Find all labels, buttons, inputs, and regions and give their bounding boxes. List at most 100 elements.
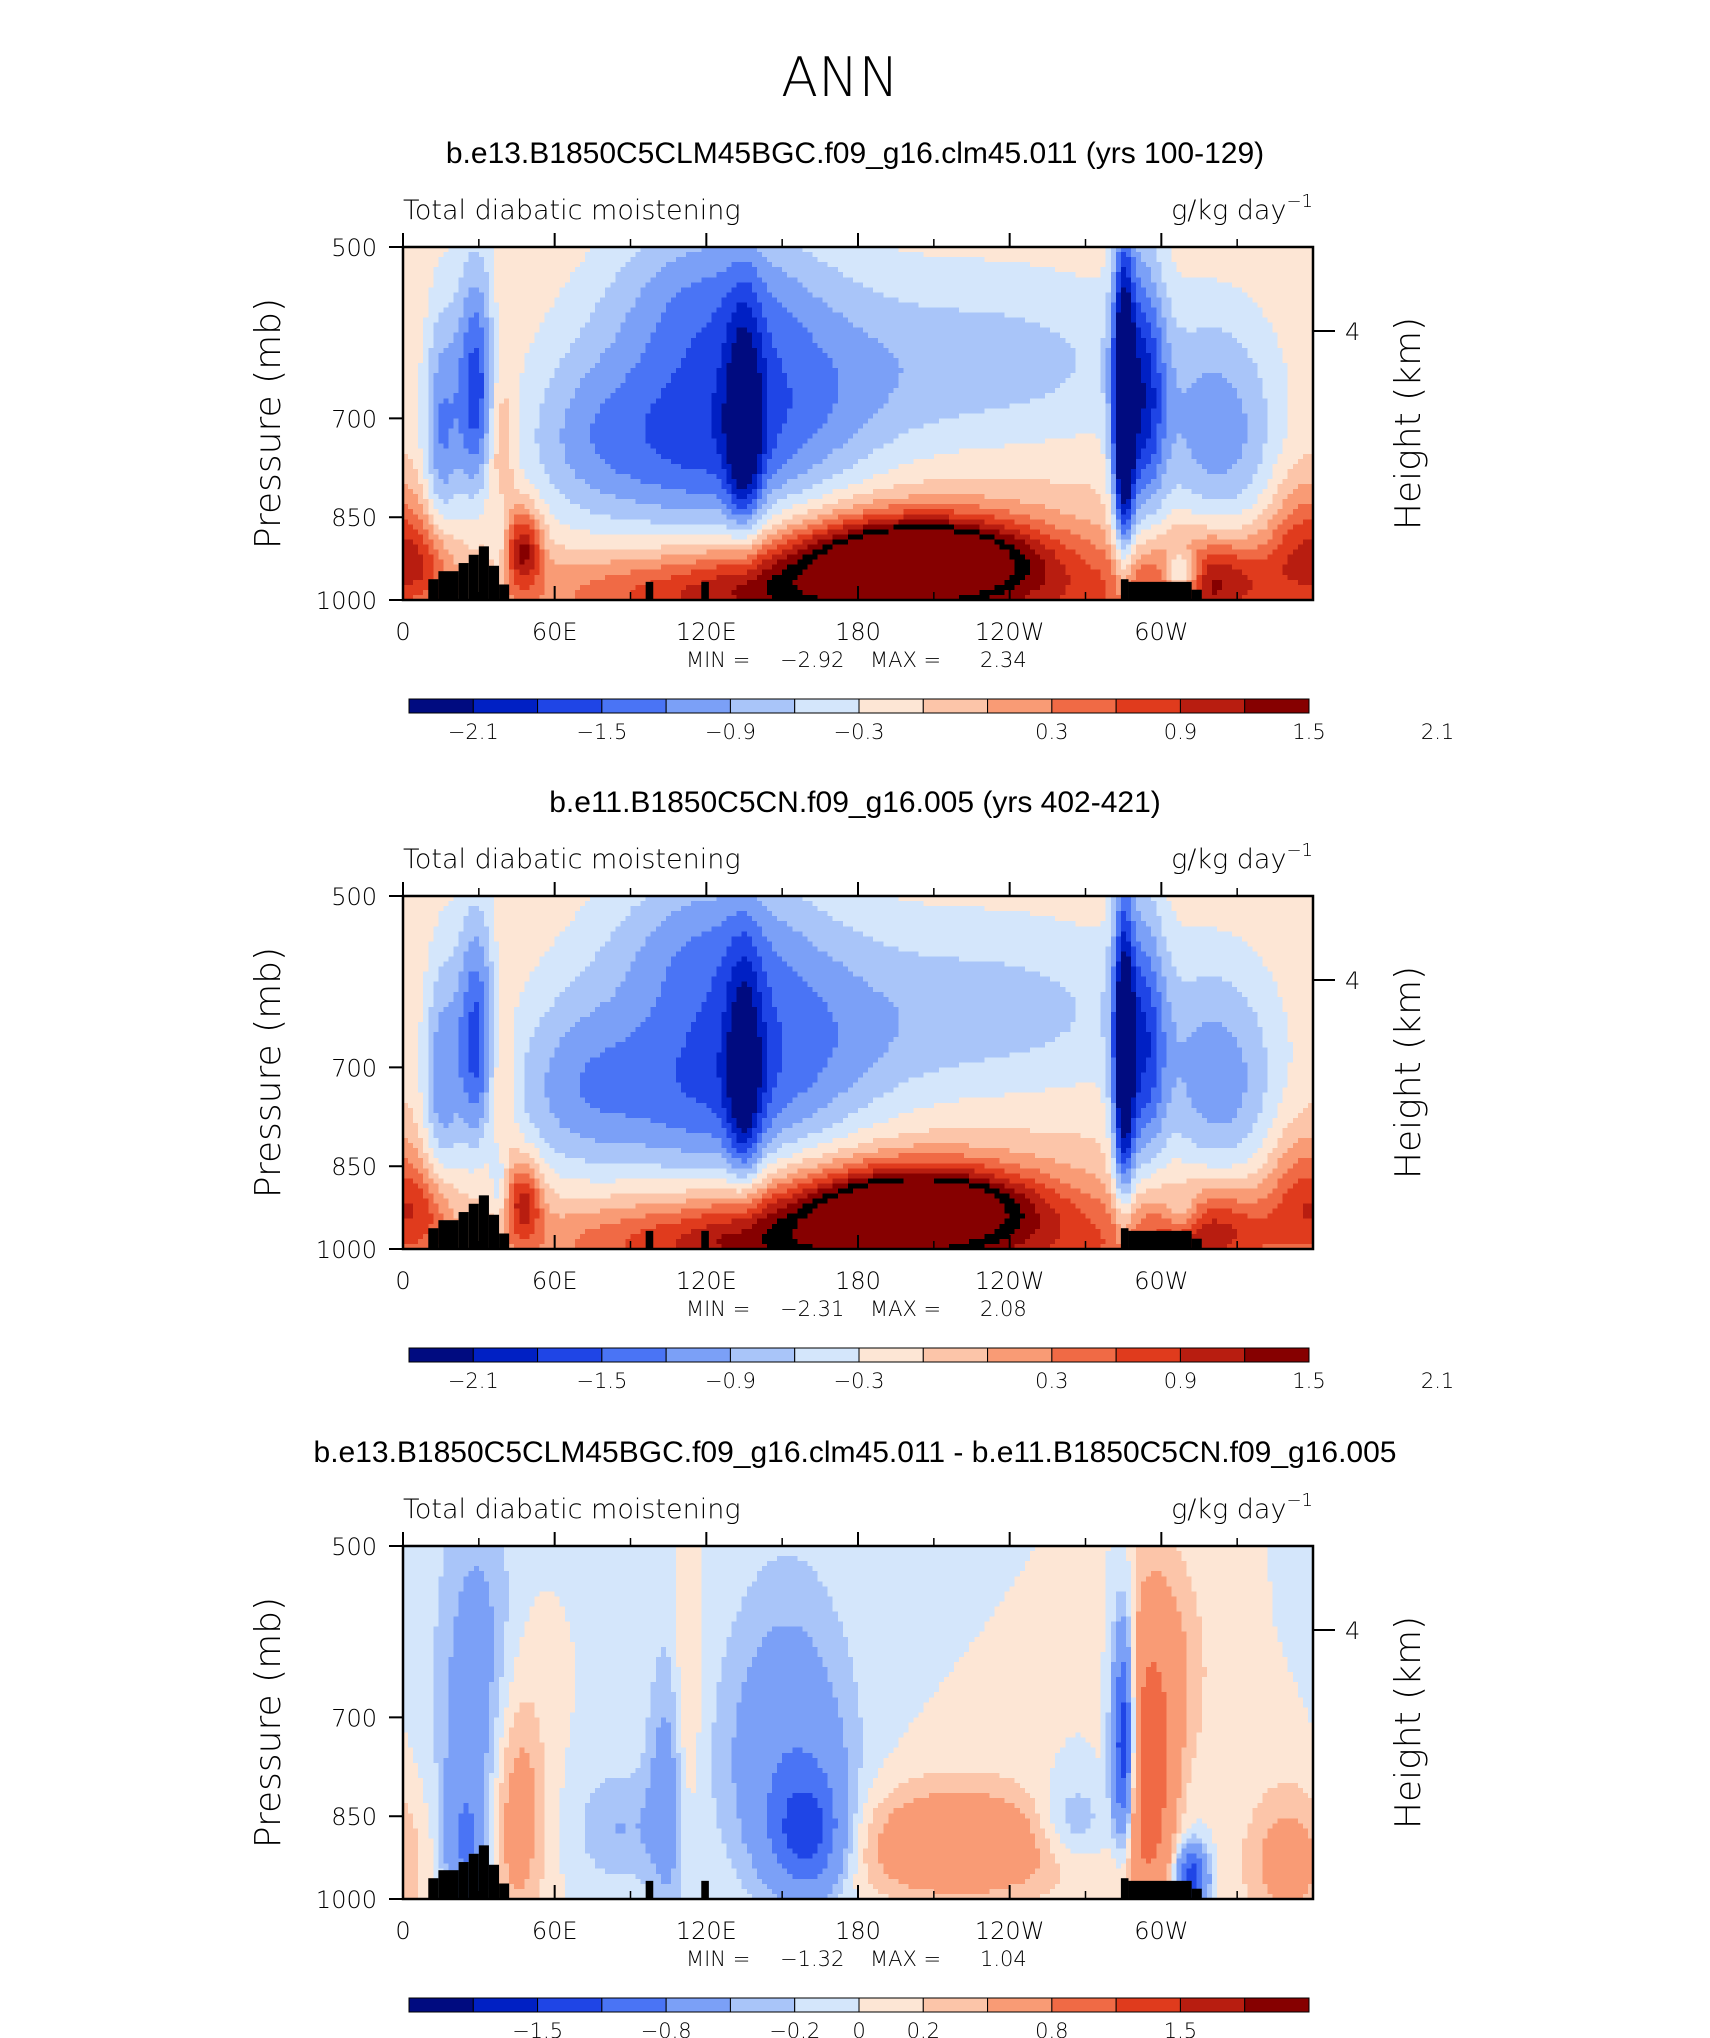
contour-cell xyxy=(666,257,672,263)
contour-cell xyxy=(898,257,904,263)
contour-cell xyxy=(939,267,945,273)
contour-cell xyxy=(1075,252,1081,258)
contour-cell xyxy=(873,257,879,263)
contour-cell xyxy=(929,257,935,263)
contour-cell xyxy=(423,262,429,268)
contour-cell xyxy=(924,272,930,278)
contour-cell xyxy=(489,252,495,258)
contour-cell xyxy=(711,257,717,263)
contour-cell xyxy=(1131,252,1137,258)
contour-cell xyxy=(944,262,950,268)
contour-cell xyxy=(514,267,520,273)
contour-cell xyxy=(585,267,591,273)
contour-cell xyxy=(1080,252,1086,258)
contour-cell xyxy=(1217,252,1223,258)
contour-cell xyxy=(716,257,722,263)
chart-panel-1: b.e13.B1850C5CLM45BGC.f09_g16.clm45.011 … xyxy=(248,137,1454,744)
contour-cell xyxy=(651,257,657,263)
contour-cell xyxy=(625,257,631,263)
contour-cell xyxy=(909,252,915,258)
contour-cell xyxy=(524,257,530,263)
contour-cell xyxy=(1182,257,1188,263)
contour-cell xyxy=(1298,257,1304,263)
contour-cell xyxy=(974,262,980,268)
contour-cell xyxy=(1182,272,1188,278)
contour-cell xyxy=(924,262,930,268)
contour-cell xyxy=(716,262,722,268)
contour-cell xyxy=(995,262,1001,268)
contour-cell xyxy=(747,252,753,258)
contour-cell xyxy=(752,267,758,273)
contour-cell xyxy=(555,267,561,273)
contour-cell xyxy=(914,272,920,278)
contour-cell xyxy=(934,257,940,263)
units-label: g/kg day−1 xyxy=(1171,191,1313,226)
contour-cell xyxy=(550,252,556,258)
contour-cell xyxy=(1015,257,1021,263)
contour-cell xyxy=(1252,262,1258,268)
contour-cell xyxy=(1010,252,1016,258)
contour-cell xyxy=(1242,257,1248,263)
contour-cell xyxy=(459,267,465,273)
contour-cell xyxy=(863,262,869,268)
contour-cell xyxy=(1146,262,1152,268)
contour-cell xyxy=(732,262,738,268)
contour-cell xyxy=(772,262,778,268)
contour-cell xyxy=(757,262,763,268)
contour-cell xyxy=(545,272,551,278)
contour-cell xyxy=(878,267,884,273)
contour-cell xyxy=(1091,252,1097,258)
contour-cell xyxy=(433,277,439,283)
contour-cell xyxy=(691,272,697,278)
contour-cell xyxy=(651,262,657,268)
contour-cell xyxy=(1161,267,1167,273)
contour-cell xyxy=(1106,267,1112,273)
contour-cell xyxy=(428,252,434,258)
contour-cell xyxy=(732,257,738,263)
contour-cell xyxy=(504,257,510,263)
contour-cell xyxy=(433,267,439,273)
contour-cell xyxy=(1257,262,1263,268)
contour-cell xyxy=(565,272,571,278)
contour-cell xyxy=(1086,262,1092,268)
contour-cell xyxy=(873,272,879,278)
contour-cell xyxy=(1131,262,1137,268)
contour-cell xyxy=(989,257,995,263)
contour-cell xyxy=(984,262,990,268)
contour-cell xyxy=(792,257,798,263)
contour-cell xyxy=(904,257,910,263)
contour-cell xyxy=(605,257,611,263)
contour-cell xyxy=(443,262,449,268)
contour-cell xyxy=(1035,262,1041,268)
contour-cell xyxy=(949,267,955,273)
contour-cell xyxy=(984,257,990,263)
contour-cell xyxy=(479,267,485,273)
contour-cell xyxy=(423,257,429,263)
contour-cell xyxy=(995,267,1001,273)
contour-cell xyxy=(706,262,712,268)
contour-cell xyxy=(449,262,455,268)
contour-cell xyxy=(1045,262,1051,268)
contour-cell xyxy=(676,257,682,263)
contour-cell xyxy=(494,267,500,273)
contour-cell xyxy=(1222,252,1228,258)
contour-cell xyxy=(787,252,793,258)
contour-cell xyxy=(1065,252,1071,258)
contour-cell xyxy=(646,252,652,258)
contour-cell xyxy=(1025,262,1031,268)
contour-cell xyxy=(1182,267,1188,273)
contour-cell xyxy=(1146,252,1152,258)
contour-cell xyxy=(742,267,748,273)
contour-cell xyxy=(939,262,945,268)
contour-cell xyxy=(1065,257,1071,263)
contour-cell xyxy=(656,252,662,258)
contour-cell xyxy=(1237,272,1243,278)
contour-cell xyxy=(545,262,551,268)
contour-cell xyxy=(433,272,439,278)
contour-cell xyxy=(1025,257,1031,263)
contour-cell xyxy=(534,252,540,258)
contour-cell xyxy=(888,252,894,258)
contour-cell xyxy=(1005,257,1011,263)
contour-cell xyxy=(863,272,869,278)
contour-cell xyxy=(620,272,626,278)
